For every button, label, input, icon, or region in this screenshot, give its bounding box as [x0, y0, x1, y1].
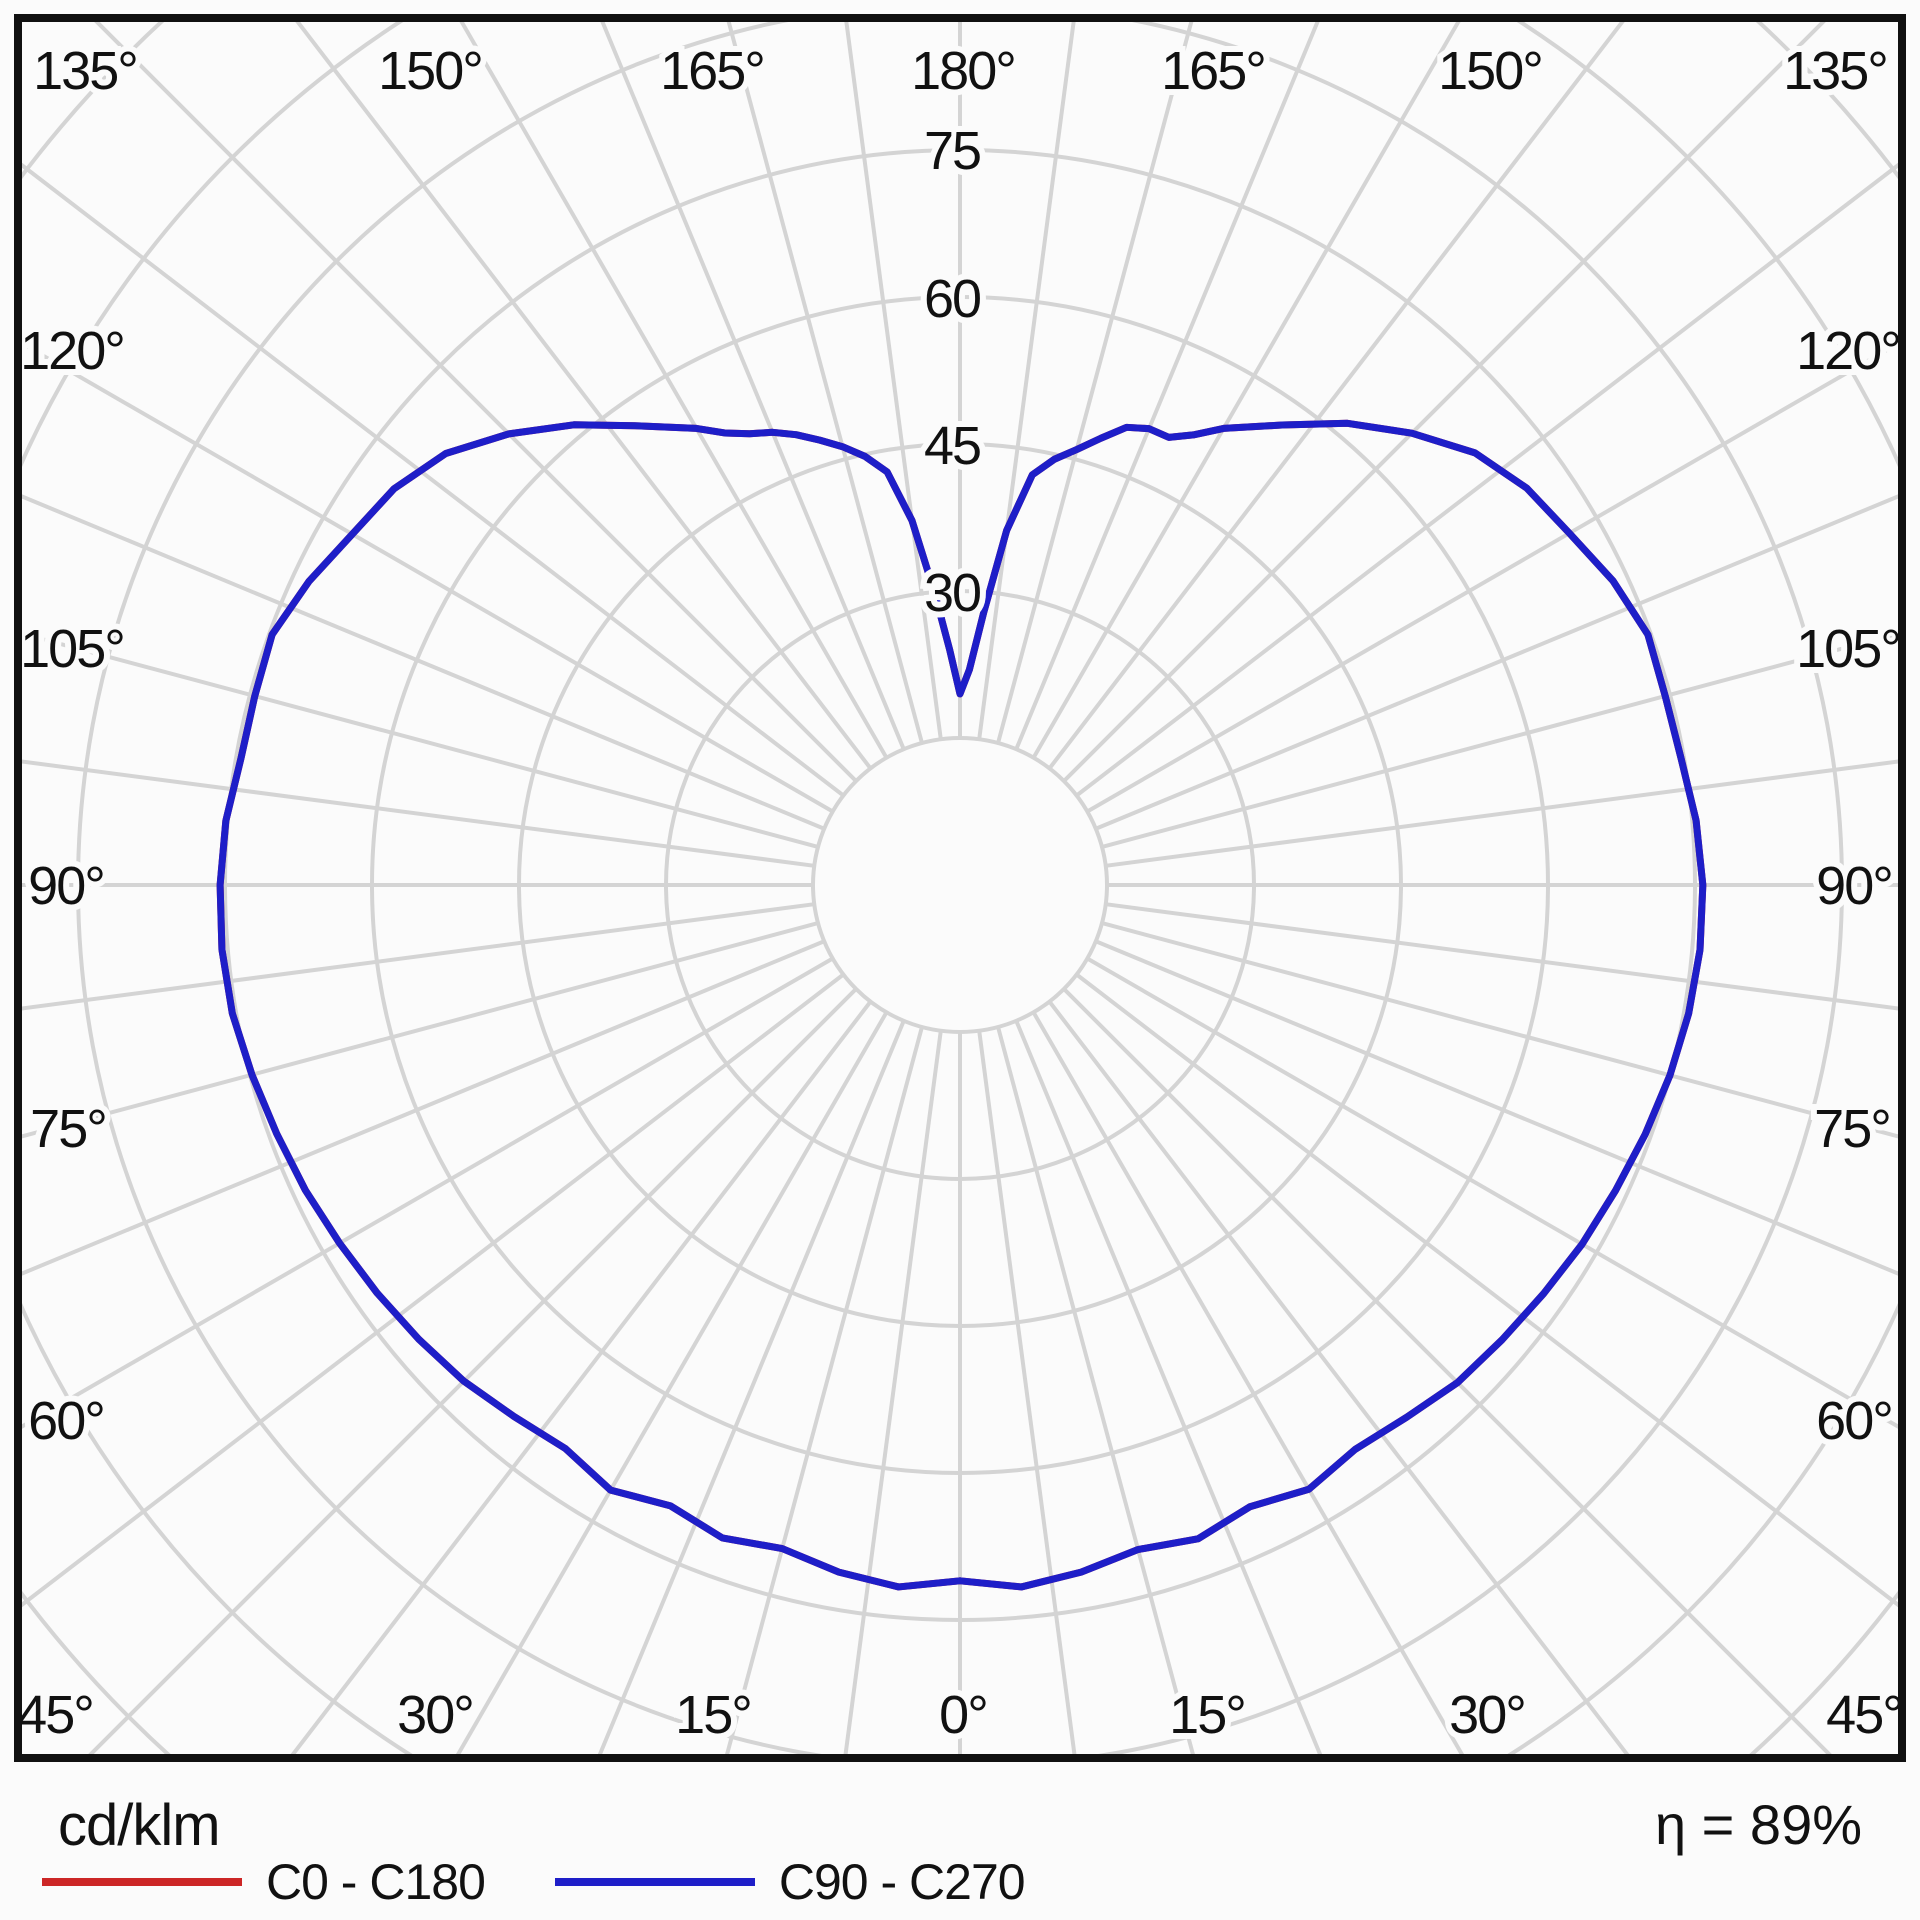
polar-grid-spoke — [1062, 987, 1836, 1758]
angle-label-bottom: 45° — [17, 1685, 93, 1745]
angle-label-top: 135° — [33, 41, 137, 101]
angle-label-bottom: 15° — [1169, 1685, 1245, 1745]
legend-swatch — [554, 1878, 755, 1886]
polar-grid-spoke — [1047, 1000, 1633, 1758]
axis-labels: 30 45 60 75 135° 150° 165° 180° 165° 150° 135° 45° 3… — [11, 35, 1910, 1751]
polar-grid-spoke — [1047, 18, 1628, 770]
angle-label-top: 180° — [911, 41, 1015, 101]
polar-grid-spoke — [1031, 18, 1463, 759]
angle-label-top: 165° — [1161, 41, 1265, 101]
angle-label-left: 105° — [20, 619, 124, 679]
polar-grid-spoke — [596, 1020, 906, 1758]
legend-label: C90 - C270 — [778, 1854, 1026, 1910]
polar-grid-spoke — [1075, 972, 1902, 1611]
polar-grid-spoke — [1101, 630, 1902, 849]
angle-label-right: 60° — [1816, 1391, 1892, 1451]
angle-label-right: 105° — [1796, 619, 1900, 679]
angle-label-bottom: 30° — [1449, 1685, 1525, 1745]
angle-label-bottom: 0° — [939, 1685, 987, 1745]
polar-grid-ring — [811, 736, 1109, 1034]
radial-tick-label: 45 — [924, 416, 980, 476]
polar-grid-spoke — [1014, 1020, 1324, 1758]
polar-grid-spoke — [84, 987, 858, 1758]
legend-label: C0 - C180 — [266, 1854, 486, 1910]
polar-grid-spoke — [18, 972, 845, 1611]
angle-label-left: 90° — [28, 856, 104, 916]
angle-label-top: 150° — [1438, 41, 1542, 101]
radial-tick-label: 75 — [924, 121, 980, 181]
angle-label-bottom: 45° — [1826, 1685, 1902, 1745]
polar-grid-spoke — [977, 1030, 1077, 1758]
polar-grid-spoke — [1095, 939, 1902, 1278]
curve-c90-c270 — [216, 419, 1707, 1591]
polar-grid-spoke — [18, 492, 825, 831]
polar-grid-spoke — [725, 18, 924, 744]
radial-tick-label: 30 — [924, 563, 980, 623]
polar-grid-spoke — [1105, 902, 1902, 1012]
legend: C0 - C180 C90 - C270 — [42, 1852, 1442, 1912]
efficiency-value: η = 89% — [1654, 1793, 1862, 1856]
angle-label-top: 150° — [378, 41, 482, 101]
angle-label-left: 60° — [28, 1391, 104, 1451]
polar-grid-spoke — [996, 1026, 1196, 1758]
angle-label-left: 120° — [20, 321, 124, 381]
radial-tick-label: 60 — [924, 269, 980, 329]
angle-label-bottom: 30° — [397, 1685, 473, 1745]
legend-item-c90-c270: C90 - C270 — [554, 1853, 1026, 1911]
polar-grid-spoke — [1086, 338, 1902, 814]
polar-grid-spoke — [90, 18, 858, 783]
polar-grid-spoke — [18, 956, 834, 1432]
polar-grid-spoke — [1101, 921, 1902, 1140]
polar-grid-spoke — [1075, 159, 1902, 798]
polar-grid-spoke — [598, 18, 906, 750]
polar-grid-spoke — [453, 1011, 889, 1758]
polar-grid-spoke — [843, 1030, 943, 1758]
polar-grid-spoke — [1095, 492, 1902, 831]
angle-label-right: 120° — [1796, 321, 1900, 381]
polar-grid-spoke — [1105, 758, 1902, 868]
polar-grid-spoke — [1086, 956, 1902, 1432]
polar-grid-spoke — [843, 18, 943, 740]
angle-label-left: 75° — [30, 1099, 106, 1159]
plot-frame — [14, 14, 1906, 1762]
polar-grid-spoke — [18, 939, 825, 1278]
polar-grid-spoke — [292, 18, 873, 770]
unit-label: cd/klm — [58, 1793, 221, 1858]
polar-grid-spoke — [18, 338, 834, 814]
angle-label-bottom: 15° — [675, 1685, 751, 1745]
angle-label-right: 90° — [1816, 856, 1892, 916]
polar-grid-spoke — [1014, 18, 1322, 750]
polar-grid-spoke — [18, 758, 815, 868]
polar-grid-spoke — [724, 1026, 924, 1758]
polar-grid-spoke — [457, 18, 889, 759]
angle-label-right: 75° — [1814, 1099, 1890, 1159]
legend-swatch — [42, 1878, 242, 1886]
angle-label-top: 135° — [1783, 41, 1887, 101]
polar-grid-spoke — [18, 159, 845, 798]
polar-grid-spoke — [1031, 1011, 1467, 1758]
angle-label-top: 165° — [660, 41, 764, 101]
polar-grid-spoke — [996, 18, 1195, 744]
distribution-curves — [216, 419, 1707, 1591]
polar-grid-spoke — [287, 1000, 873, 1758]
polar-grid-spoke — [1062, 18, 1830, 783]
polar-grid-spoke — [977, 18, 1077, 740]
polar-grid-spoke — [18, 902, 815, 1012]
polar-grid-spoke — [18, 921, 819, 1140]
legend-item-c0-c180: C0 - C180 — [42, 1853, 486, 1911]
polar-grid-spoke — [18, 630, 819, 849]
